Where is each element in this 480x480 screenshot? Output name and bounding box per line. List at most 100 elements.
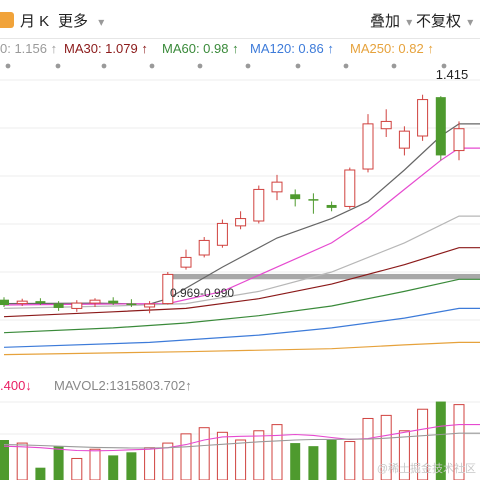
mavol-line [3, 432, 480, 449]
volume-bar [398, 430, 410, 480]
volume-bar [126, 452, 137, 480]
candle-body [71, 302, 83, 309]
candlestick [71, 300, 83, 312]
ma30-legend-item: MA30: 1.079 ↑ [64, 41, 148, 56]
candle-body [126, 303, 137, 306]
candlestick [290, 189, 301, 207]
toolbar-divider [0, 38, 480, 39]
volume-bar [435, 401, 446, 480]
volume-bar [380, 414, 392, 480]
candle-body [380, 120, 392, 130]
overlay-menu-button[interactable]: 叠加 ▾ [370, 10, 412, 31]
candlestick [435, 96, 446, 161]
candlestick [380, 109, 392, 137]
volume-bar [16, 442, 28, 480]
candlestick [144, 301, 156, 314]
watermark-text: @稀土掘金技术社区 [376, 463, 476, 475]
mavol2-legend-item: MAVOL2:1315803.702↑ [54, 378, 192, 393]
candlestick [235, 211, 247, 230]
more-menu-button[interactable]: 更多 ▾ [58, 10, 104, 31]
ma-line-ma [3, 147, 480, 306]
candlestick [453, 121, 465, 161]
adjust-label: 不复权 [416, 13, 462, 30]
candle-body [89, 299, 101, 304]
range-price-label: 0.969-0.990 [170, 286, 234, 300]
volume-bar [0, 440, 9, 480]
candlestick [417, 94, 429, 141]
ma-legend: 0: 1.156 ↑ MA30: 1.079 ↑ MA60: 0.98 ↑ MA… [0, 40, 480, 60]
candle-body [144, 303, 156, 308]
candle-body [108, 300, 119, 304]
ma-line-ma [3, 215, 480, 309]
candlestick [108, 297, 119, 306]
candle-body [162, 273, 174, 305]
price-chart[interactable]: 1.415 0.969-0.990 [0, 60, 480, 378]
candlestick [344, 167, 356, 209]
ma-line-ma60 [3, 278, 480, 334]
high-price-label: 1.415 [436, 67, 469, 82]
candlestick [16, 298, 28, 306]
ma-line-ma30 [3, 247, 480, 318]
volume-bar [144, 447, 156, 480]
candle-body [253, 188, 265, 222]
volume-bar [53, 446, 64, 480]
chevron-down-icon: ▾ [406, 15, 413, 29]
volume-bar [308, 446, 319, 480]
volume-bar [417, 408, 429, 480]
candlestick [126, 299, 137, 307]
ma60-legend-item: MA60: 0.98 ↑ [162, 41, 239, 56]
volume-bar [162, 442, 174, 480]
ma-line-ma120 [3, 307, 480, 348]
period-selector[interactable]: 月 K [20, 13, 50, 30]
candle-body [16, 300, 28, 305]
ma-legend-item: 0: 1.156 ↑ [0, 41, 58, 56]
pager-dot [149, 63, 155, 69]
candlestick [162, 272, 174, 305]
candlestick [180, 249, 192, 270]
volume-bar [290, 443, 301, 480]
candlestick [326, 201, 337, 212]
volume-bar [180, 433, 192, 480]
overlay-label: 叠加 [370, 13, 401, 30]
candle-body [453, 128, 465, 152]
volume-bar [35, 467, 46, 480]
volume-chart[interactable] [0, 398, 480, 480]
volume-bar [344, 441, 356, 480]
more-label: 更多 [58, 13, 89, 30]
candlestick [216, 219, 228, 248]
candle-body [398, 130, 410, 149]
candle-body [417, 99, 429, 137]
volume-bar [235, 439, 247, 480]
volume-bar [362, 417, 374, 480]
chevron-down-icon: ▾ [467, 15, 474, 29]
pager-dot [55, 63, 61, 69]
volume-bar [271, 424, 283, 480]
pager-dot [197, 63, 203, 69]
candlestick [89, 298, 101, 307]
pager-dot [5, 63, 11, 69]
candle-body [362, 123, 374, 170]
volume-bar [89, 448, 101, 480]
candlestick [398, 126, 410, 156]
candlestick [35, 298, 46, 306]
volume-bar [216, 431, 228, 480]
candlestick [271, 174, 283, 201]
ma-line-ma250 [3, 341, 480, 356]
pager-dot [343, 63, 349, 69]
adjust-menu-button[interactable]: 不复权 ▾ [416, 10, 473, 31]
candlestick [53, 301, 64, 311]
pager-dot [101, 63, 107, 69]
k-badge-icon [0, 12, 14, 28]
chevron-down-icon: ▾ [98, 15, 105, 29]
candle-body [0, 299, 9, 306]
volume-bar [108, 455, 119, 480]
candle-body [271, 181, 283, 193]
volume-bar [71, 457, 83, 480]
candlestick [362, 114, 374, 173]
mavol-line [3, 424, 480, 452]
candle-body [326, 204, 337, 208]
candle-body [435, 97, 446, 156]
candle-body [53, 303, 64, 308]
volume-legend: .400↓ MAVOL2:1315803.702↑ [0, 378, 480, 396]
chart-toolbar: 月 K 更多 ▾ 叠加 ▾ 不复权 ▾ [0, 0, 480, 40]
